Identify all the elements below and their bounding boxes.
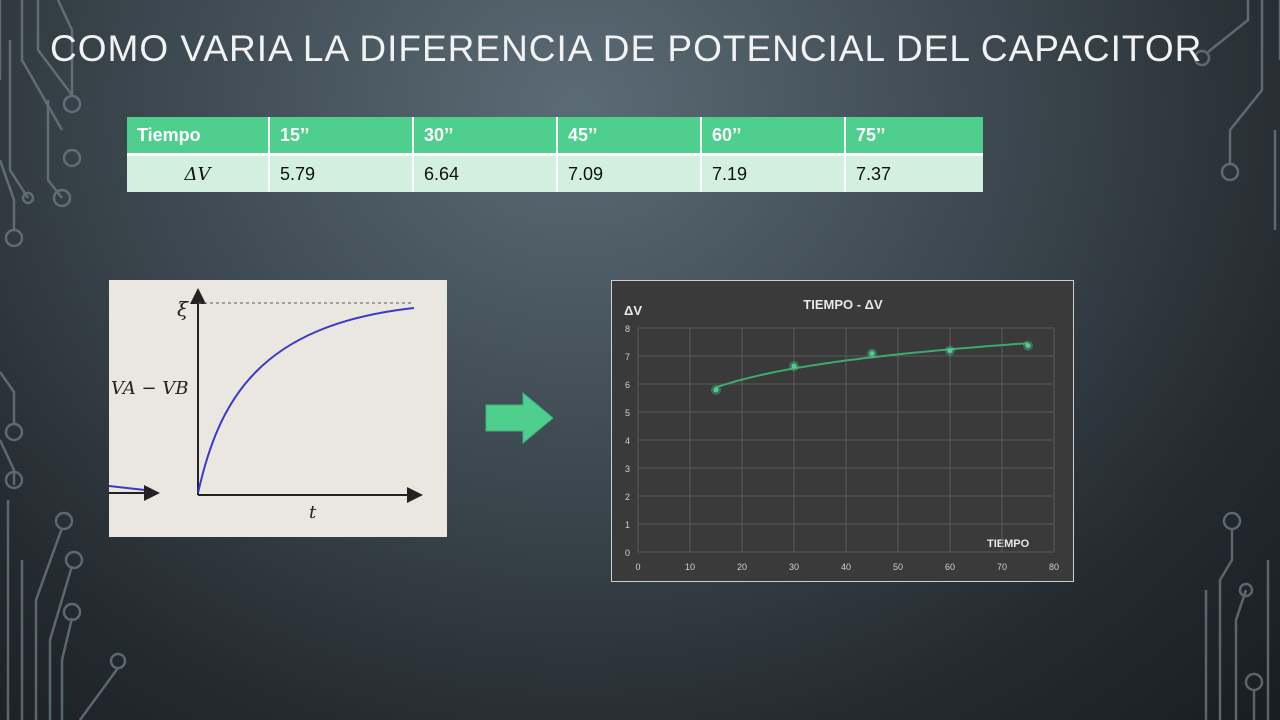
- y-axis-label: VA − VB: [111, 378, 189, 399]
- data-point: [1025, 343, 1031, 349]
- x-axis-label: t: [309, 502, 317, 523]
- x-tick-label: 40: [841, 562, 851, 572]
- table-row-label: ΔV: [127, 154, 269, 192]
- chart-title: TIEMPO - ΔV: [803, 297, 883, 312]
- x-axis-title: TIEMPO: [987, 538, 1030, 550]
- table-row: ΔV 5.79 6.64 7.09 7.19 7.37: [127, 154, 983, 192]
- data-table: Tiempo 15’’ 30’’ 45’’ 60’’ 75’’ ΔV 5.79 …: [127, 117, 983, 192]
- table-header-cell: Tiempo: [127, 117, 269, 156]
- data-point: [869, 350, 875, 356]
- x-tick-label: 0: [635, 562, 640, 572]
- x-tick-label: 50: [893, 562, 903, 572]
- table-header-cell: 45’’: [556, 117, 701, 156]
- xi-label: ξ: [177, 297, 189, 321]
- y-tick-label: 2: [625, 492, 630, 502]
- table-cell: 6.64: [412, 154, 557, 192]
- x-tick-label: 30: [789, 562, 799, 572]
- x-tick-label: 60: [945, 562, 955, 572]
- table-cell: 7.09: [556, 154, 701, 192]
- y-tick-label: 8: [625, 324, 630, 334]
- charging-curve: [197, 307, 415, 494]
- table-header-cell: 15’’: [268, 117, 413, 156]
- y-axis-title: ΔV: [624, 303, 642, 318]
- y-tick-label: 1: [625, 520, 630, 530]
- table-cell: 7.37: [844, 154, 983, 192]
- slide-title: COMO VARIA LA DIFERENCIA DE POTENCIAL DE…: [50, 28, 1203, 69]
- scatter-chart: TIEMPO - ΔV ΔV TIEMPO 0 1 2 3 4 5 6 7 8 0 10 20 30 40…: [611, 280, 1074, 582]
- data-point: [791, 363, 797, 369]
- x-tick-label: 80: [1049, 562, 1059, 572]
- x-tick-label: 10: [685, 562, 695, 572]
- trendline: [715, 342, 1029, 389]
- data-point: [947, 348, 953, 354]
- y-tick-label: 0: [625, 548, 630, 558]
- table-cell: 7.19: [700, 154, 845, 192]
- right-arrow-icon: [485, 392, 554, 444]
- table-cell: 5.79: [268, 154, 413, 192]
- partial-curve: [108, 485, 155, 492]
- y-tick-label: 4: [625, 436, 630, 446]
- theory-graph-image: ξ VA − VB t: [108, 280, 447, 537]
- table-header-cell: 75’’: [844, 117, 983, 156]
- x-tick-label: 70: [997, 562, 1007, 572]
- theory-graph: ξ VA − VB t: [108, 288, 423, 523]
- y-tick-label: 3: [625, 464, 630, 474]
- y-tick-label: 5: [625, 408, 630, 418]
- table-header-cell: 30’’: [412, 117, 557, 156]
- data-point: [713, 387, 719, 393]
- x-tick-label: 20: [737, 562, 747, 572]
- y-tick-label: 7: [625, 352, 630, 362]
- y-tick-label: 6: [625, 380, 630, 390]
- table-header-row: Tiempo 15’’ 30’’ 45’’ 60’’ 75’’: [127, 117, 983, 156]
- table-header-cell: 60’’: [700, 117, 845, 156]
